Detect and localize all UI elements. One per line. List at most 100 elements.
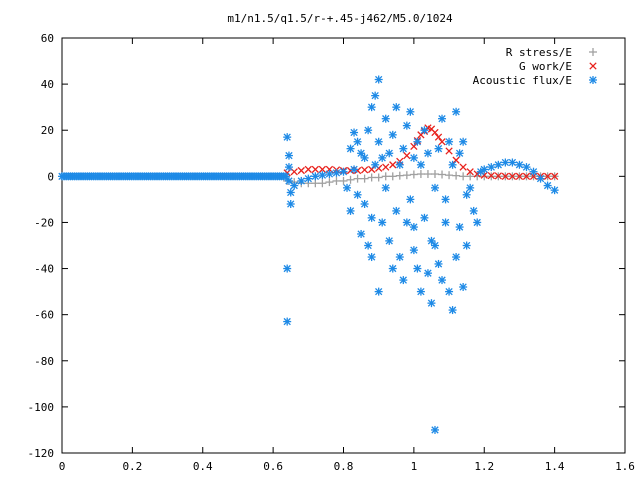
data-point	[367, 213, 376, 222]
data-point	[413, 137, 422, 146]
data-point	[445, 137, 454, 146]
data-point	[381, 183, 390, 192]
x-tick-label: 0.4	[193, 460, 213, 473]
data-point	[462, 241, 471, 250]
data-point	[445, 287, 454, 296]
data-point	[389, 161, 397, 169]
data-point	[427, 299, 436, 308]
data-point	[367, 253, 376, 262]
data-point	[466, 168, 474, 176]
data-point	[469, 206, 478, 215]
data-point	[318, 179, 327, 188]
data-point	[286, 200, 295, 208]
data-point	[438, 138, 446, 146]
legend-label: Acoustic flux/E	[473, 74, 572, 87]
data-point	[522, 163, 531, 172]
data-point	[346, 175, 355, 184]
data-point	[392, 103, 401, 112]
plot-frame	[61, 37, 626, 454]
data-point	[434, 133, 443, 141]
data-point	[388, 130, 397, 139]
data-point	[448, 306, 457, 315]
data-point	[360, 174, 369, 183]
data-point	[311, 172, 320, 181]
data-point	[452, 253, 461, 262]
data-point	[466, 172, 475, 181]
data-point	[374, 173, 383, 182]
data-point	[392, 206, 401, 215]
data-point	[367, 173, 376, 182]
data-point	[459, 283, 468, 291]
data-point	[550, 172, 559, 180]
data-point	[409, 153, 418, 162]
plot-area	[58, 75, 559, 434]
data-point	[441, 195, 450, 204]
data-point	[487, 171, 495, 180]
data-point	[430, 241, 439, 250]
data-point	[374, 287, 383, 296]
data-point	[395, 171, 404, 180]
data-point	[353, 174, 362, 183]
data-point	[522, 172, 531, 180]
data-point	[281, 172, 290, 181]
data-point	[515, 160, 524, 169]
data-point	[332, 176, 341, 185]
data-point	[343, 183, 352, 192]
data-point	[406, 195, 415, 204]
y-tick-label: 0	[47, 170, 54, 183]
chart-title: m1/n1.5/q1.5/r-+.45-j462/M5.0/1024	[227, 12, 453, 25]
data-point	[339, 167, 348, 176]
series-3	[58, 75, 559, 434]
data-point	[388, 264, 397, 273]
data-point	[459, 172, 468, 181]
data-point	[420, 213, 429, 222]
data-point	[409, 170, 418, 179]
data-point	[325, 170, 334, 179]
data-point	[325, 178, 334, 187]
data-point	[385, 236, 394, 245]
data-point	[420, 126, 429, 135]
data-point	[410, 142, 418, 151]
data-point	[434, 259, 443, 268]
data-point	[378, 153, 387, 162]
data-point	[508, 172, 517, 180]
legend-label: R stress/E	[506, 46, 572, 59]
data-point	[402, 171, 411, 180]
data-point	[423, 170, 432, 179]
data-point	[284, 151, 293, 160]
data-point	[501, 172, 510, 180]
data-point	[494, 160, 503, 169]
data-point	[382, 163, 390, 171]
data-point	[297, 166, 305, 175]
data-point	[441, 218, 450, 227]
data-point	[473, 218, 482, 227]
x-tick-label: 1.6	[615, 460, 635, 473]
data-point	[462, 190, 471, 199]
y-tick-label: 60	[41, 32, 54, 45]
x-tick-label: 1.2	[474, 460, 494, 473]
data-point	[402, 218, 411, 227]
data-point	[459, 137, 468, 146]
data-point	[445, 147, 453, 155]
data-point	[402, 121, 411, 130]
data-point	[455, 149, 464, 158]
x-tick-label: 0	[59, 460, 66, 473]
data-point	[406, 107, 415, 116]
data-point	[480, 172, 489, 181]
data-point	[385, 149, 394, 158]
data-point	[346, 144, 355, 153]
data-point	[367, 165, 376, 174]
data-point	[371, 160, 380, 169]
data-point	[455, 223, 464, 232]
data-point	[283, 317, 292, 326]
y-tick-label: -20	[34, 216, 54, 229]
legend-marker	[589, 76, 597, 84]
data-point	[431, 128, 439, 137]
data-point	[381, 114, 390, 123]
data-point	[371, 91, 380, 100]
y-tick-label: -100	[28, 401, 55, 414]
data-point	[494, 172, 502, 180]
data-point	[364, 126, 373, 135]
